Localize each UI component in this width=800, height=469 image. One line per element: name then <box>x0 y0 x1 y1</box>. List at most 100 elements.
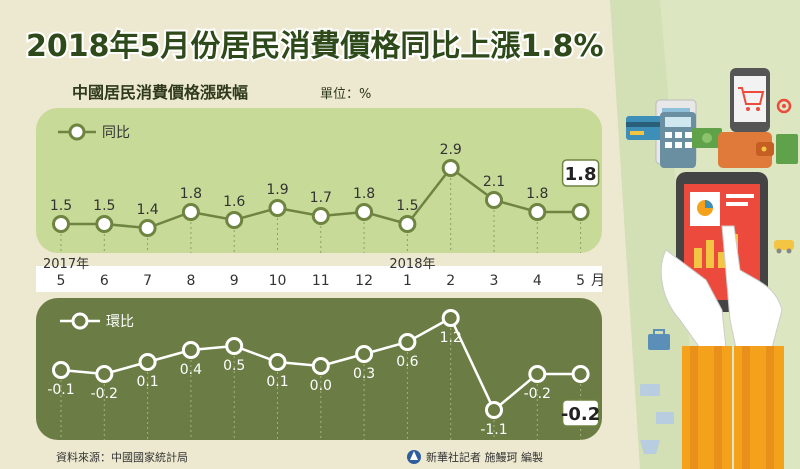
mom-legend: 環比 <box>60 312 134 330</box>
shopping-cart-icon <box>730 68 770 132</box>
credit-note: 新華社記者 施鰻珂 編製 <box>426 450 543 464</box>
mom-value-label: 0.3 <box>353 366 375 382</box>
yoy-point <box>225 211 244 229</box>
source-note: 資料來源：中國國家統計局 <box>56 450 188 464</box>
year-label: 2017年 <box>43 257 89 272</box>
yoy-value-label: 1.4 <box>136 202 158 218</box>
mom-point <box>571 365 590 383</box>
cash-icon <box>776 134 798 164</box>
yoy-value-label: 2.9 <box>440 142 462 158</box>
mom-value-label: 0.6 <box>396 354 418 370</box>
mom-point <box>268 353 287 371</box>
mom-value-label: -0.2 <box>524 386 551 402</box>
yoy-value-label: 1.6 <box>223 194 245 210</box>
mom-point <box>311 357 330 375</box>
month-tick-label: 5 <box>57 273 66 289</box>
yoy-series: 1.5 1.5 1.4 1.8 1.6 1.9 1.7 1.8 1.5 2.9 2.1 1.8 1.8 <box>50 142 600 253</box>
month-tick-label: 2 <box>446 273 455 289</box>
page-title: 2018年5月份居民消費價格同比上漲1.8% <box>26 29 604 64</box>
mom-point <box>225 337 244 355</box>
calculator-icon <box>660 112 696 168</box>
mom-point <box>485 401 503 419</box>
gear-icon <box>776 98 792 114</box>
mom-point <box>355 345 374 363</box>
printer-icon <box>640 384 660 396</box>
yoy-point <box>181 203 200 221</box>
mom-point <box>181 341 200 359</box>
yoy-point <box>441 159 460 177</box>
month-suffix: 月 <box>591 273 605 289</box>
mom-value-label: 0.0 <box>310 378 332 394</box>
mom-value-label: 0.1 <box>136 374 158 390</box>
yoy-value-label: 1.8 <box>353 186 375 202</box>
yoy-point <box>138 219 157 237</box>
month-tick-label: 4 <box>533 273 542 289</box>
mom-point <box>528 365 547 383</box>
month-tick-label: 3 <box>490 273 499 289</box>
yoy-legend: 同比 <box>58 123 130 141</box>
yoy-point <box>355 203 374 221</box>
car-icon <box>774 240 794 254</box>
yoy-value-label: 1.8 <box>526 186 548 202</box>
month-tick-label: 12 <box>355 273 373 289</box>
chart-subtitle: 中國居民消費價格漲跌幅 <box>72 83 248 102</box>
credit-card-icon <box>626 116 662 140</box>
month-tick-label: 10 <box>269 273 287 289</box>
basket-icon <box>640 440 660 454</box>
mom-value-label: 0.4 <box>180 362 202 378</box>
yoy-value-label: 2.1 <box>483 174 505 190</box>
mom-highlight-box <box>561 399 600 427</box>
mom-value-label: 0.1 <box>266 374 288 390</box>
yoy-point <box>571 203 590 221</box>
hand-icon <box>660 225 784 469</box>
month-tick-label: 7 <box>143 273 152 289</box>
mom-point <box>52 361 70 379</box>
month-tick-label: 9 <box>230 273 239 289</box>
axis-band <box>36 266 602 292</box>
mom-value-label: 0.5 <box>223 358 245 374</box>
wallet-icon <box>718 132 774 168</box>
yoy-value-label: 1.8 <box>565 164 597 185</box>
yoy-point <box>268 199 287 217</box>
mom-point <box>95 365 114 383</box>
mom-legend-marker <box>71 312 89 330</box>
mom-value-label: -1.1 <box>480 422 507 438</box>
monitor-icon <box>656 412 674 424</box>
yoy-highlight-box <box>561 159 600 187</box>
mom-point <box>398 333 417 351</box>
month-tick-label: 6 <box>100 273 109 289</box>
yoy-value-label: 1.5 <box>396 198 418 214</box>
yoy-legend-label: 同比 <box>102 125 130 141</box>
year-label: 2018年 <box>389 257 435 272</box>
mom-value-label: 1.2 <box>440 330 462 346</box>
month-tick-label: 11 <box>312 273 330 289</box>
month-tick-label: 8 <box>186 273 195 289</box>
money-icon <box>692 128 722 148</box>
briefcase-icon <box>648 329 670 350</box>
xinhua-logo-icon <box>407 450 421 464</box>
yoy-point <box>311 207 330 225</box>
month-tick-label: 1 <box>403 273 412 289</box>
unit-label: 單位：% <box>320 87 371 102</box>
yoy-value-label: 1.8 <box>180 186 202 202</box>
yoy-point <box>485 191 503 209</box>
mom-value-label: -0.2 <box>561 404 600 425</box>
yoy-value-label: 1.9 <box>266 182 288 198</box>
mom-point <box>138 353 157 371</box>
mom-series: -0.1 -0.2 0.1 0.4 0.5 0.1 0.0 0.3 0.6 1.2 -1.1 -0.2… <box>47 309 600 440</box>
yoy-value-label: 1.7 <box>310 190 332 206</box>
yoy-point <box>52 215 70 233</box>
mom-point <box>441 309 460 327</box>
mom-value-label: -0.1 <box>47 382 74 398</box>
mom-legend-label: 環比 <box>106 314 134 330</box>
month-tick-label: 5 <box>576 273 585 289</box>
yoy-legend-marker <box>68 123 86 141</box>
mom-value-label: -0.2 <box>91 386 118 402</box>
yoy-point <box>95 215 114 233</box>
yoy-point <box>528 203 547 221</box>
yoy-value-label: 1.5 <box>93 198 115 214</box>
yoy-value-label: 1.5 <box>50 198 72 214</box>
